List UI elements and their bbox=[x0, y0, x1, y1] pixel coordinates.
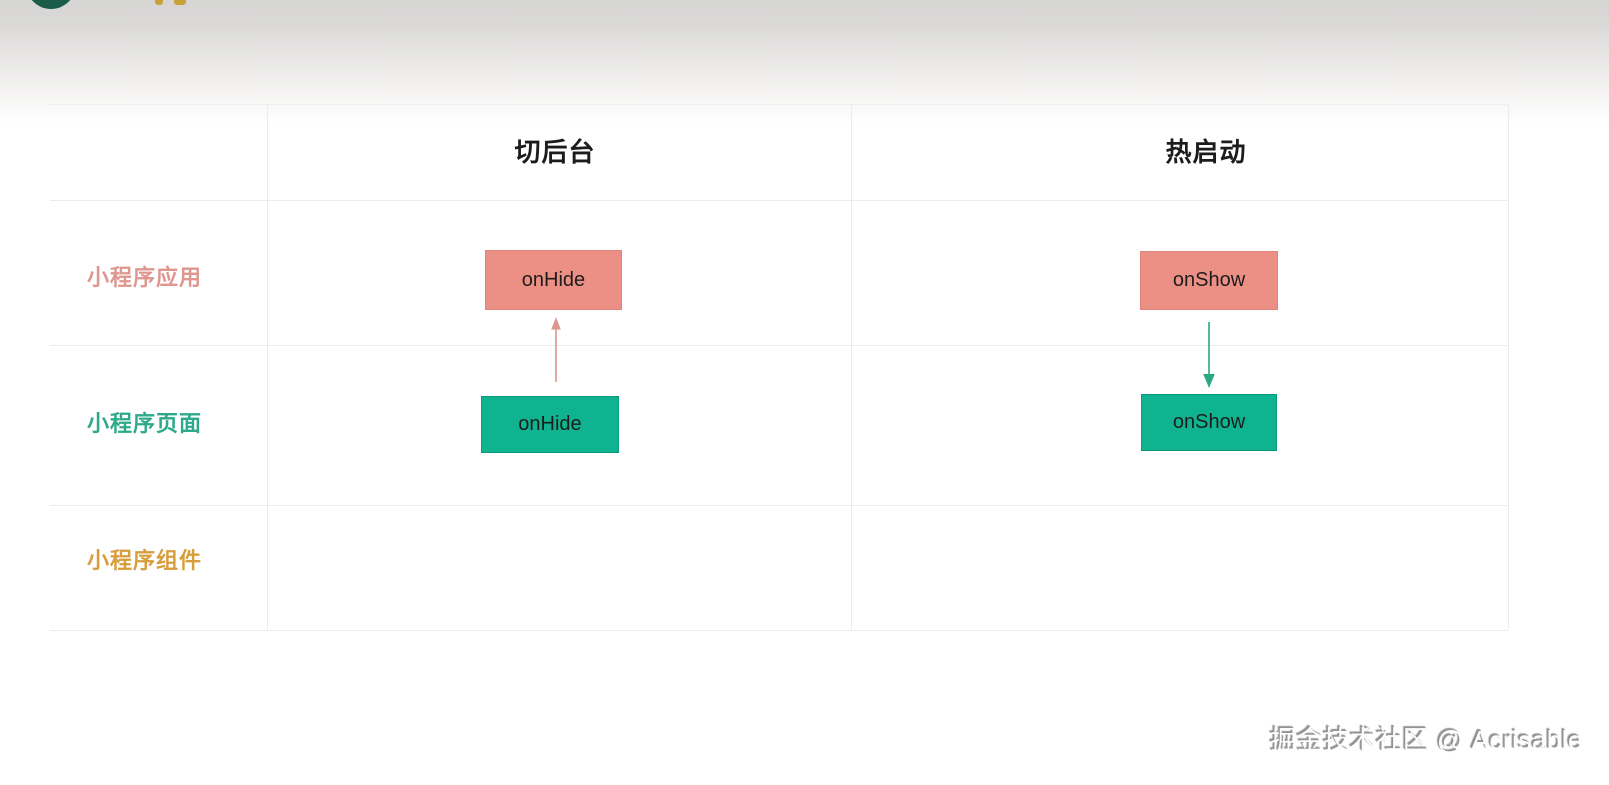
table-top-border bbox=[50, 104, 1508, 105]
table-bottom-border bbox=[50, 630, 1508, 631]
table-right-border bbox=[1508, 104, 1509, 630]
gold-logo-fragment bbox=[155, 0, 163, 5]
node-page-onhide: onHide bbox=[481, 396, 619, 453]
column-header-background-switch: 切后台 bbox=[514, 137, 596, 167]
watermark-credit: 掘金技术社区 @ Acrisable bbox=[1270, 725, 1583, 755]
node-page-onshow: onShow bbox=[1141, 394, 1277, 451]
table-row-divider bbox=[50, 505, 1508, 506]
node-app-onhide: onHide bbox=[485, 250, 622, 310]
green-circle-logo-fragment bbox=[26, 0, 76, 9]
column-header-hot-start: 热启动 bbox=[1165, 137, 1247, 167]
table-column-divider bbox=[267, 104, 268, 630]
row-label-miniprogram-app: 小程序应用 bbox=[87, 265, 203, 290]
table-row-divider bbox=[50, 200, 1508, 201]
up-arrow-icon bbox=[551, 317, 561, 382]
node-app-onshow: onShow bbox=[1140, 251, 1278, 310]
down-arrow-icon bbox=[1203, 322, 1215, 388]
row-label-miniprogram-page: 小程序页面 bbox=[87, 411, 203, 436]
row-label-miniprogram-component: 小程序组件 bbox=[87, 548, 203, 573]
table-column-divider bbox=[851, 104, 852, 630]
gold-logo-fragment bbox=[174, 0, 186, 5]
table-row-divider bbox=[50, 345, 1508, 346]
